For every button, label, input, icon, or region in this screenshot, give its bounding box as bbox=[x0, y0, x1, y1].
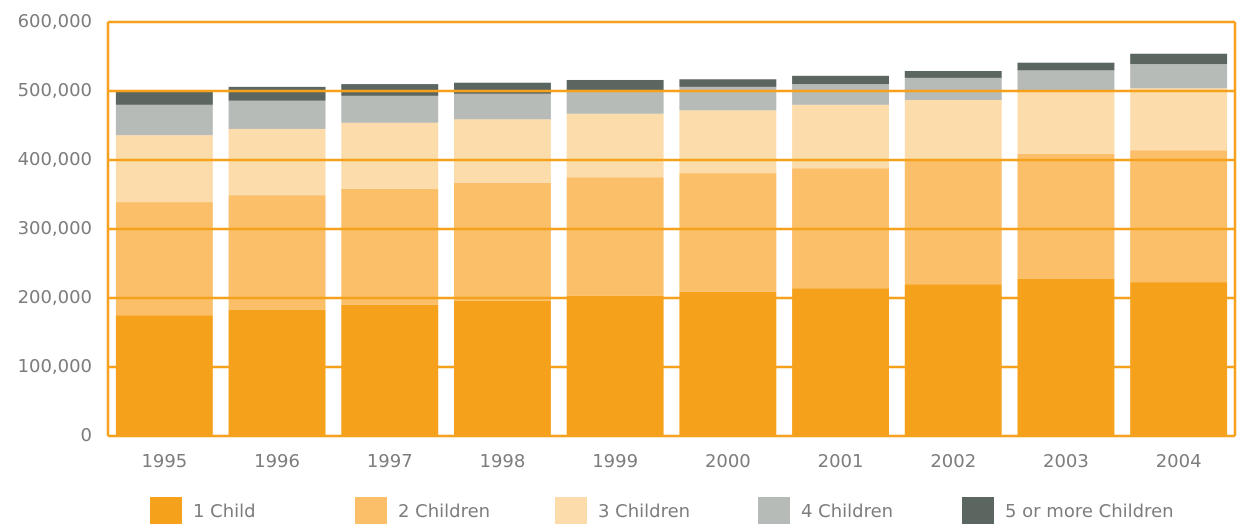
legend-label: 3 Children bbox=[598, 501, 690, 522]
bar-segment bbox=[566, 113, 664, 178]
bar-segment bbox=[904, 77, 1002, 100]
bar-segment bbox=[792, 84, 890, 105]
legend-swatch bbox=[962, 497, 994, 524]
bar-segment bbox=[566, 79, 664, 91]
y-tick-label: 300,000 bbox=[18, 218, 92, 239]
bar-segment bbox=[1017, 153, 1115, 279]
bar-segment bbox=[679, 291, 777, 436]
bar-segment bbox=[115, 104, 213, 136]
legend-label: 4 Children bbox=[801, 501, 893, 522]
x-tick-label: 2001 bbox=[818, 451, 864, 472]
bar-segment bbox=[115, 315, 213, 436]
bar-segment bbox=[453, 182, 551, 301]
x-tick-label: 2004 bbox=[1156, 451, 1202, 472]
y-tick-label: 0 bbox=[81, 425, 92, 446]
bar-segment bbox=[1017, 278, 1115, 436]
bar-segment bbox=[1130, 282, 1228, 436]
bar-segment bbox=[904, 70, 1002, 78]
bar-segment bbox=[792, 75, 890, 85]
bar-segment bbox=[341, 95, 439, 123]
bar-segment bbox=[566, 177, 664, 296]
bar-segment bbox=[904, 284, 1002, 436]
x-tick-label: 2000 bbox=[705, 451, 751, 472]
bar-segment bbox=[792, 288, 890, 436]
bar-segment bbox=[453, 82, 551, 94]
y-tick-label: 200,000 bbox=[18, 287, 92, 308]
legend-swatch bbox=[758, 497, 790, 524]
bar-segment bbox=[679, 86, 777, 111]
bar-segment bbox=[341, 188, 439, 305]
y-tick-label: 100,000 bbox=[18, 356, 92, 377]
bar-segment bbox=[228, 128, 326, 196]
x-tick-label: 1998 bbox=[480, 451, 526, 472]
bar-segment bbox=[679, 79, 777, 87]
bar-segment bbox=[341, 304, 439, 436]
bar-segment bbox=[453, 119, 551, 183]
x-tick-label: 1996 bbox=[254, 451, 300, 472]
bar-segment bbox=[115, 91, 213, 105]
y-tick-label: 400,000 bbox=[18, 149, 92, 170]
legend-swatch bbox=[555, 497, 587, 524]
bar-segment bbox=[1017, 91, 1115, 154]
bar-segment bbox=[228, 86, 326, 101]
bar-segment bbox=[1017, 62, 1115, 71]
legend-swatch bbox=[150, 497, 182, 524]
bar-segment bbox=[904, 99, 1002, 161]
bar-segment bbox=[228, 100, 326, 129]
bar-segment bbox=[1130, 150, 1228, 283]
x-tick-label: 1999 bbox=[592, 451, 638, 472]
x-tick-label: 2003 bbox=[1043, 451, 1089, 472]
legend-label: 1 Child bbox=[193, 501, 256, 522]
bar-segment bbox=[228, 309, 326, 436]
bar-segment bbox=[904, 160, 1002, 285]
bar-segment bbox=[1130, 88, 1228, 151]
bar-segment bbox=[453, 300, 551, 436]
bar-segment bbox=[115, 202, 213, 316]
x-tick-label: 1997 bbox=[367, 451, 413, 472]
x-tick-label: 2002 bbox=[930, 451, 976, 472]
bar-segment bbox=[341, 122, 439, 189]
bar-segment bbox=[228, 195, 326, 310]
x-tick-label: 1995 bbox=[141, 451, 187, 472]
bar-segment bbox=[1130, 53, 1228, 65]
y-tick-label: 600,000 bbox=[18, 11, 92, 32]
bar-segment bbox=[566, 90, 664, 114]
y-tick-label: 500,000 bbox=[18, 80, 92, 101]
bar-segment bbox=[679, 110, 777, 174]
bar-segment bbox=[1017, 70, 1115, 91]
legend-swatch bbox=[355, 497, 387, 524]
legend-label: 5 or more Children bbox=[1005, 501, 1174, 522]
bar-segment bbox=[1130, 64, 1228, 89]
bar-segment bbox=[115, 135, 213, 203]
bar-segment bbox=[679, 173, 777, 292]
bar-segment bbox=[453, 93, 551, 120]
bar-segment bbox=[792, 104, 890, 169]
legend-label: 2 Children bbox=[398, 501, 490, 522]
